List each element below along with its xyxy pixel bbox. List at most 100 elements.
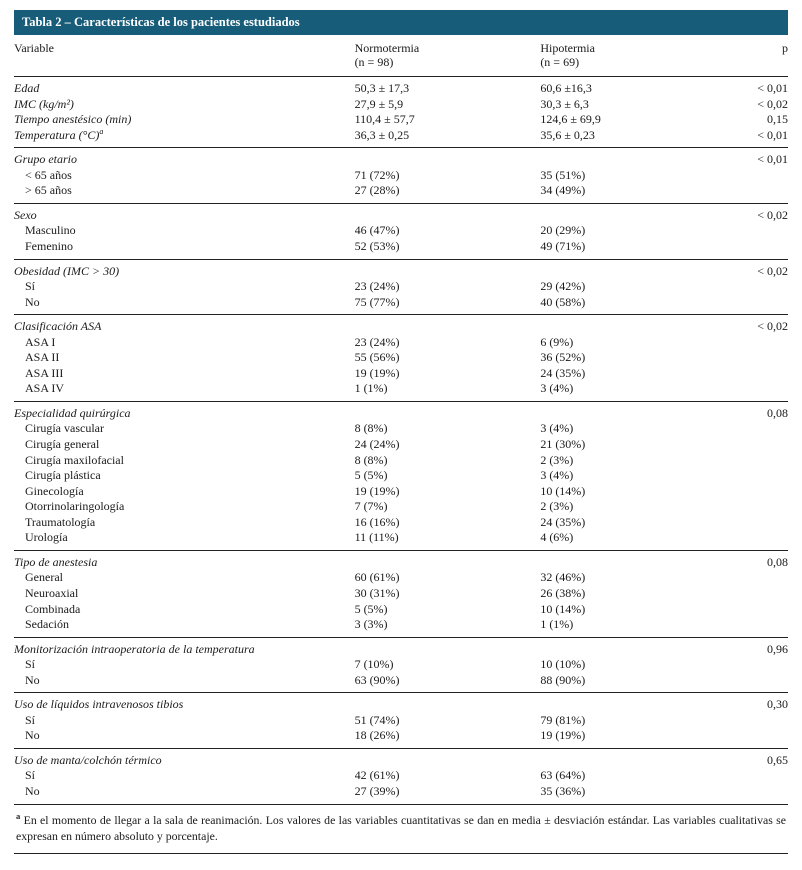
table-row: No 75 (77%) 40 (58%) [14,295,788,315]
table-row: Tipo de anestesia 0,08 [14,550,788,570]
table-row: < 65 años 71 (72%) 35 (51%) [14,168,788,184]
p-value-cell [726,515,788,531]
hipotermia-cell: 30,3 ± 6,3 [540,96,589,111]
normotermia-cell: 27 (28%) [354,183,400,198]
p-value-cell [726,499,788,515]
variable-cell: Cirugía plástica [25,468,101,483]
normotermia-cell: 7 (10%) [354,657,394,672]
p-value-cell: < 0,02 [757,319,788,334]
hipotermia-cell: 3 (4%) [540,468,574,483]
table-section: Especialidad quirúrgica 0,08 Cirugía vascu… [14,401,788,550]
footnote-reference: a [99,127,104,136]
table-row: Uso de líquidos intravenosos tibios 0,30 [14,693,788,713]
p-value-cell [726,335,788,351]
p-value-cell [726,437,788,453]
hipotermia-cell: 3 (4%) [540,381,574,396]
hipotermia-cell [540,401,726,421]
variable-cell: Sí [25,279,36,294]
variable-cell: Monitorización intraoperatoria de la tem… [14,641,255,656]
variable-cell: Obesidad (IMC > 30) [14,263,120,278]
hipotermia-cell: 40 (58%) [540,294,586,309]
table-row: > 65 años 27 (28%) 34 (49%) [14,183,788,203]
normotermia-cell: 27 (39%) [354,783,400,798]
hipotermia-cell: 3 (4%) [540,421,574,436]
p-value-cell [726,453,788,469]
normotermia-cell: 5 (5%) [354,601,388,616]
hipotermia-cell: 88 (90%) [540,672,586,687]
patients-table: Variable Normotermia (n = 98) Hipotermia… [14,35,788,804]
table-row: ASA III 19 (19%) 24 (35%) [14,366,788,382]
variable-cell: Edad [14,81,40,96]
hipotermia-cell: 79 (81%) [540,712,586,727]
variable-cell: Tiempo anestésico (min) [14,112,132,127]
p-value-cell [726,784,788,804]
variable-cell: Masculino [25,223,76,238]
table-row: Cirugía general 24 (24%) 21 (30%) [14,437,788,453]
variable-cell: Cirugía vascular [25,421,104,436]
p-value-cell [726,168,788,184]
hipotermia-cell: 24 (35%) [540,514,586,529]
p-value-cell [726,530,788,550]
hipotermia-cell: 24 (35%) [540,365,586,380]
normotermia-cell: 60 (61%) [354,570,400,585]
normotermia-cell [355,148,541,168]
table-section: Grupo etario < 0,01 < 65 años 71 (72%) 35 (5… [14,147,788,204]
p-value-cell: < 0,01 [757,152,788,167]
table-row: Obesidad (IMC > 30) < 0,02 [14,259,788,279]
table-row: Cirugía maxilofacial 8 (8%) 2 (3%) [14,453,788,469]
table-row: Tiempo anestésico (min) 110,4 ± 57,7 124,6… [14,112,788,128]
normotermia-cell: 24 (24%) [354,437,400,452]
variable-cell: No [25,672,40,687]
variable-cell: Uso de manta/colchón térmico [14,752,162,767]
normotermia-cell: 110,4 ± 57,7 [354,112,415,127]
variable-cell: Sí [25,712,36,727]
hipotermia-cell: 2 (3%) [540,499,574,514]
hipotermia-cell: 36 (52%) [540,350,586,365]
table-row: Otorrinolaringología 7 (7%) 2 (3%) [14,499,788,515]
table-row: Sedación 3 (3%) 1 (1%) [14,617,788,637]
hipotermia-cell: 19 (19%) [540,728,586,743]
table-row: Ginecología 19 (19%) 10 (14%) [14,484,788,500]
normotermia-cell: 19 (19%) [354,365,400,380]
normotermia-cell [355,637,541,657]
col-header-hipotermia-n: (n = 69) [540,54,580,69]
col-header-p-label: p [782,41,788,55]
variable-cell: Sexo [14,207,37,222]
normotermia-cell: 55 (56%) [354,350,400,365]
variable-cell: Sedación [25,617,69,632]
hipotermia-cell: 35 (51%) [540,167,586,182]
variable-cell: Cirugía maxilofacial [25,452,124,467]
table-row: ASA IV 1 (1%) 3 (4%) [14,381,788,401]
variable-cell: No [25,728,40,743]
p-value-cell [726,421,788,437]
table-row: Traumatología 16 (16%) 24 (35%) [14,515,788,531]
p-value-cell: 0,30 [767,697,788,712]
p-value-cell: 0,96 [767,641,788,656]
normotermia-cell: 36,3 ± 0,25 [354,127,410,142]
p-value-cell: < 0,02 [757,207,788,222]
variable-cell: Cirugía general [25,437,100,452]
normotermia-cell: 63 (90%) [354,672,400,687]
hipotermia-cell: 1 (1%) [540,617,574,632]
hipotermia-cell [540,203,726,223]
variable-cell: Sí [25,768,36,783]
table-section: Uso de líquidos intravenosos tibios 0,30 S… [14,692,788,749]
variable-cell: Temperatura (°C)a [14,127,104,142]
variable-cell: Especialidad quirúrgica [14,405,131,420]
hipotermia-cell [540,748,726,768]
normotermia-cell: 3 (3%) [354,617,388,632]
p-value-cell [726,570,788,586]
hipotermia-cell: 35 (36%) [540,783,586,798]
p-value-cell [726,239,788,259]
p-value-cell [726,223,788,239]
hipotermia-cell [540,693,726,713]
col-header-p: p [726,35,788,78]
hipotermia-cell: 26 (38%) [540,585,586,600]
variable-cell: No [25,783,40,798]
table-row: Temperatura (°C)a 36,3 ± 0,25 35,6 ± 0,23 <… [14,128,788,148]
normotermia-cell: 11 (11%) [354,530,399,545]
variable-cell: Uso de líquidos intravenosos tibios [14,697,184,712]
p-value-cell [726,602,788,618]
normotermia-cell: 16 (16%) [354,514,400,529]
hipotermia-cell [540,637,726,657]
